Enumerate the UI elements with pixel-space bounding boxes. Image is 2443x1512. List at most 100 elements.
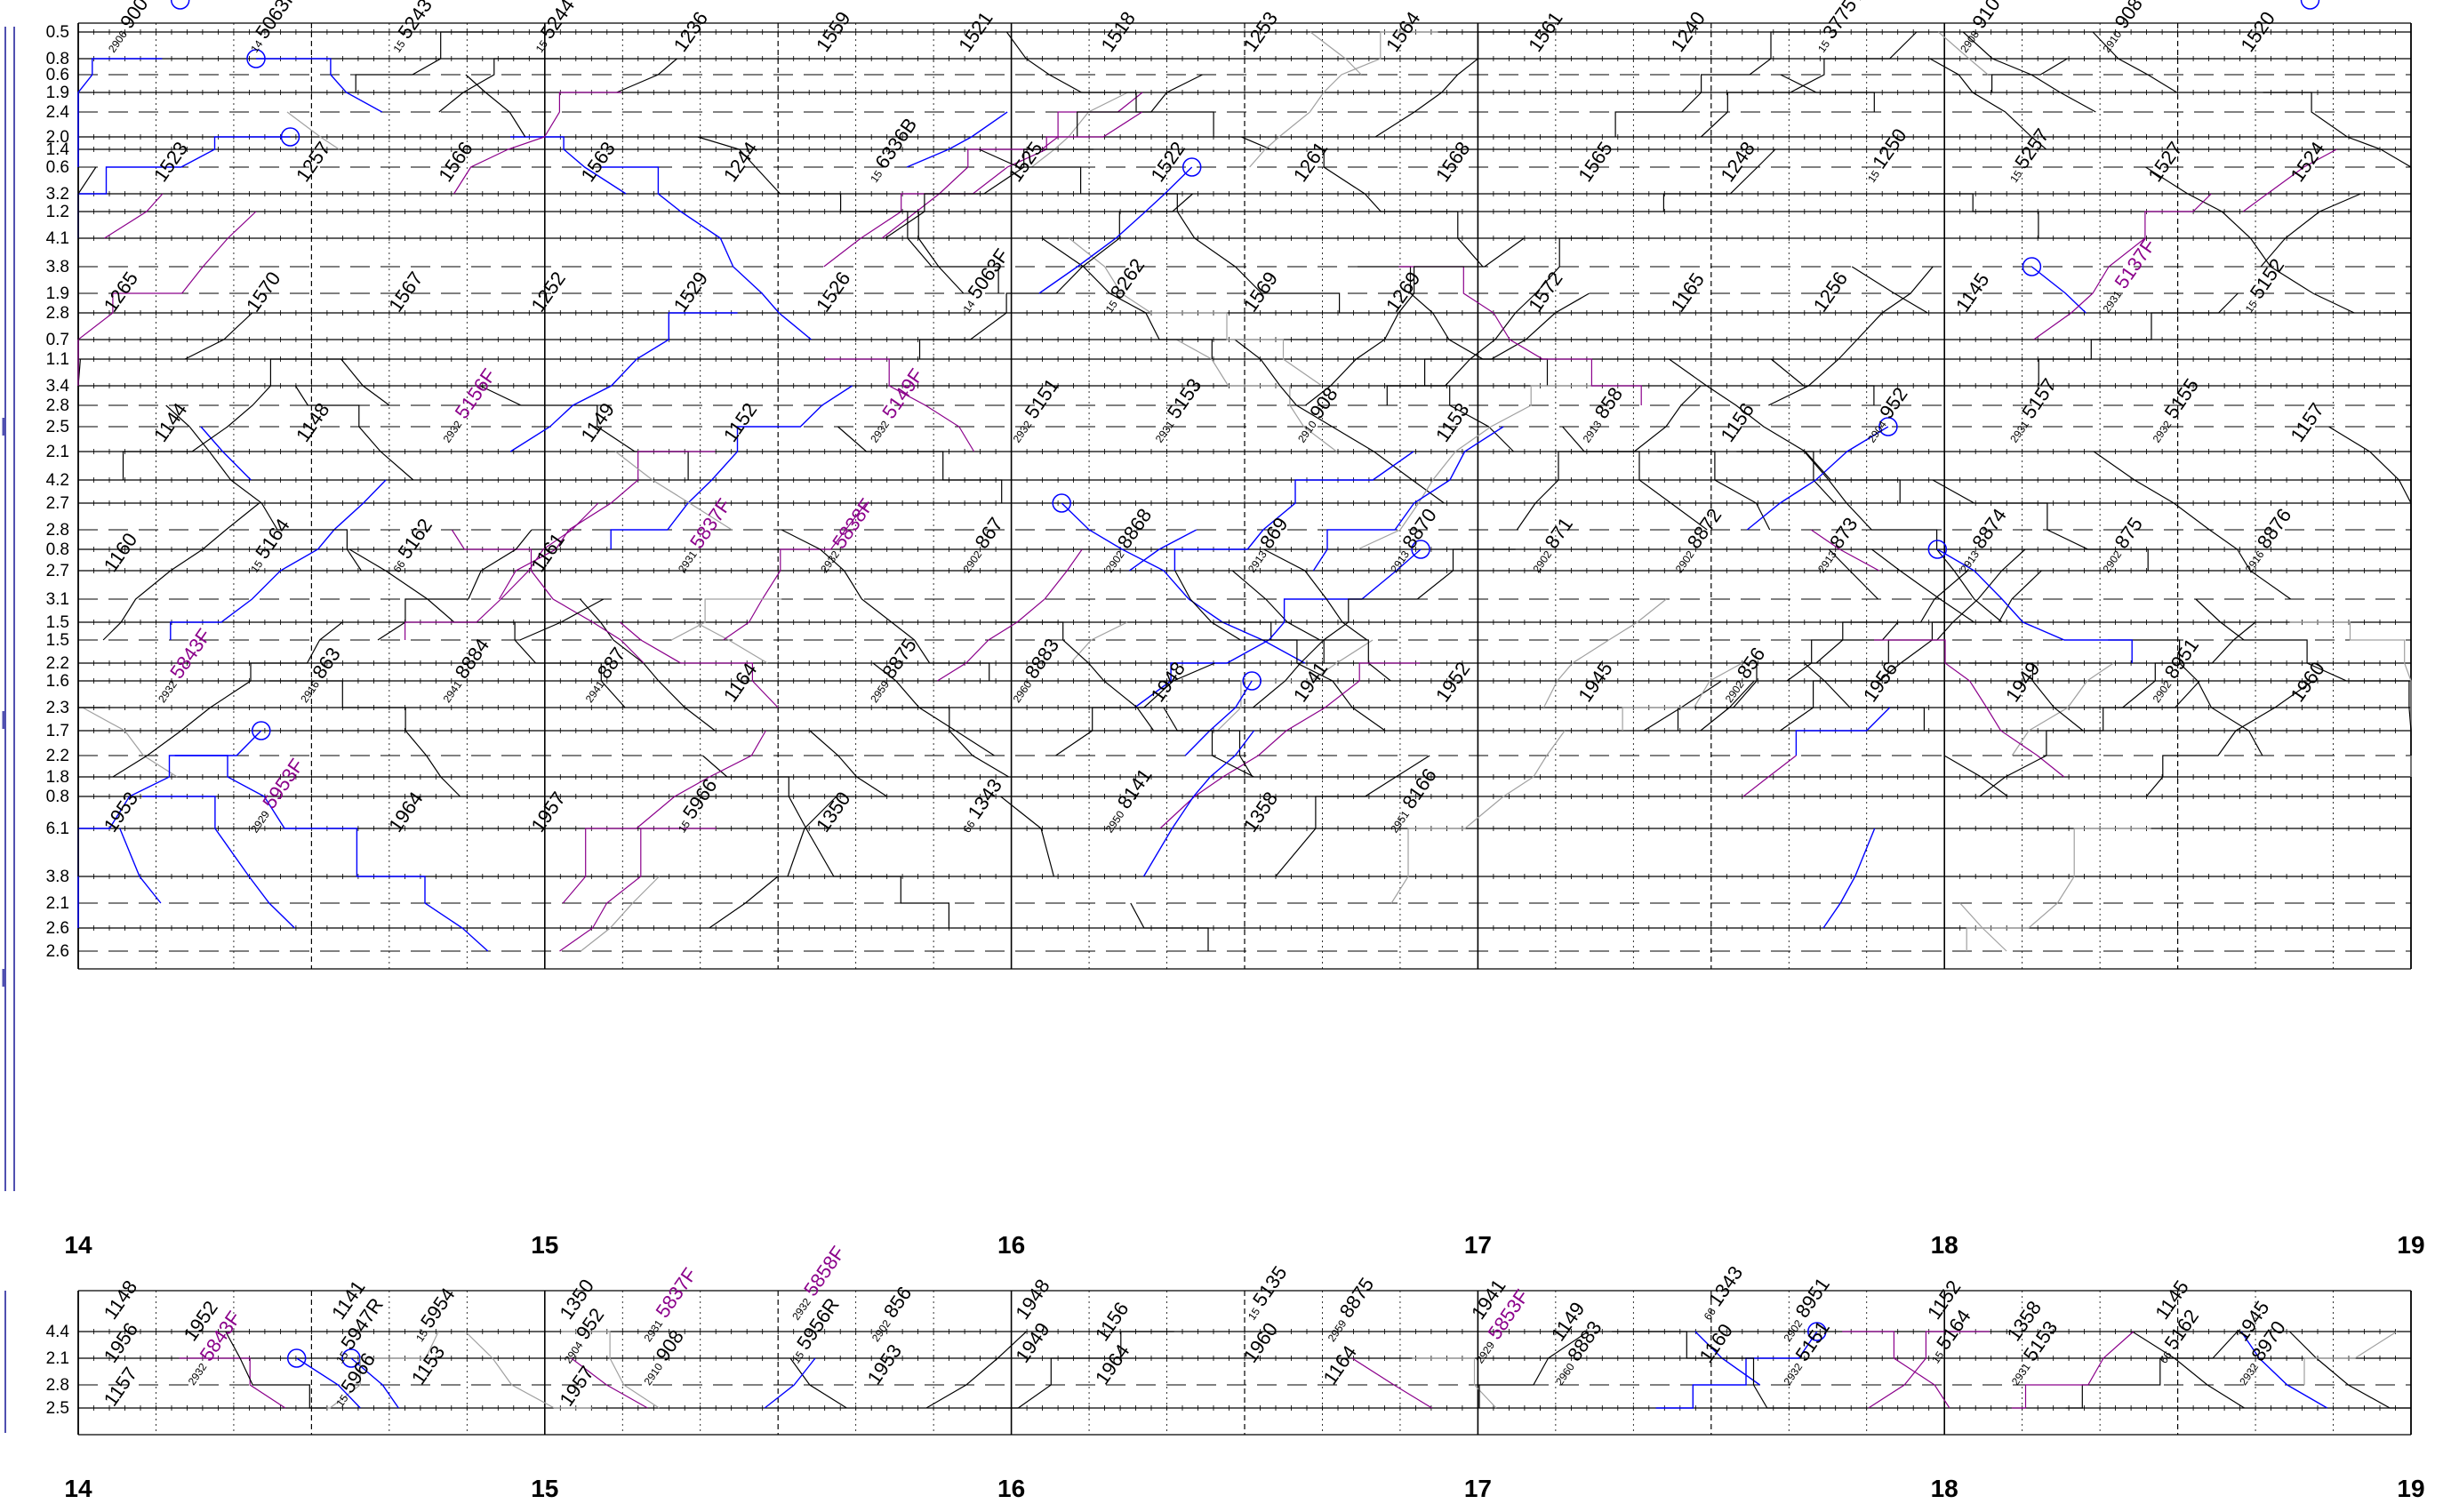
main-train-path bbox=[1979, 680, 2200, 797]
lower_chart.hour-label: 18 bbox=[1931, 1475, 1958, 1502]
main_chart.hour-label: 19 bbox=[2397, 1231, 2424, 1259]
main-train-path bbox=[1253, 548, 1516, 708]
lower_chart.station-label: 4.4 bbox=[46, 1323, 70, 1341]
lower-train-path bbox=[1612, 1331, 1808, 1409]
main-train-path bbox=[498, 451, 716, 600]
main-train-path bbox=[2108, 639, 2263, 756]
main_chart.station-label: 2.2 bbox=[46, 654, 69, 673]
main_chart.hour-label: 15 bbox=[531, 1231, 558, 1259]
main-train-path bbox=[1677, 570, 1968, 731]
main-train-path bbox=[2011, 662, 2114, 756]
main-train-path bbox=[1966, 828, 2151, 951]
main-train-path bbox=[1968, 662, 2084, 732]
main_chart.station-label: 0.8 bbox=[46, 540, 69, 559]
main-train-path bbox=[2093, 451, 2292, 600]
main_chart.station-label: 2.5 bbox=[46, 418, 69, 436]
main-train-path bbox=[1103, 193, 1341, 313]
main_chart.station-label: 0.6 bbox=[46, 158, 69, 177]
main_chart.station-label: 2.4 bbox=[46, 103, 70, 122]
main_chart.station-label: 3.2 bbox=[46, 185, 69, 204]
main-train-path bbox=[2092, 31, 2178, 93]
main-train-path bbox=[268, 680, 461, 797]
lower-train-path bbox=[561, 1331, 660, 1409]
main-train-path bbox=[453, 92, 621, 195]
lower-crossing-circle bbox=[1807, 1322, 1827, 1341]
lower-train-path bbox=[2303, 1331, 2398, 1385]
main_chart.station-label: 1.6 bbox=[46, 672, 69, 691]
main-train-path bbox=[937, 548, 1083, 682]
main-train-path bbox=[723, 502, 867, 641]
main_chart.hour-label: 17 bbox=[1464, 1231, 1492, 1259]
main-train-path bbox=[1069, 621, 1128, 664]
main-train-path bbox=[1929, 58, 2047, 150]
main-train-path bbox=[1357, 385, 1603, 550]
main-train-path bbox=[1874, 639, 2065, 778]
lower-train-path bbox=[571, 1357, 648, 1409]
main_chart.station-label: 6.1 bbox=[46, 820, 69, 838]
main_chart.station-label: 0.5 bbox=[46, 23, 69, 42]
main-train-path bbox=[82, 707, 178, 778]
main-train-path bbox=[1622, 662, 1742, 731]
main-train-path bbox=[1542, 598, 1667, 708]
lower-train-path bbox=[764, 1357, 816, 1409]
main-train-path bbox=[1742, 755, 1797, 797]
main-train-path bbox=[2122, 621, 2256, 708]
main-train-path bbox=[1398, 266, 1642, 405]
main-crossing-circle bbox=[2022, 257, 2042, 276]
main_chart.station-label: 1.1 bbox=[46, 350, 69, 369]
main-train-path bbox=[509, 312, 738, 452]
main-train-path bbox=[102, 502, 260, 641]
main-train-path bbox=[2328, 426, 2412, 549]
main-train-path bbox=[1173, 451, 1414, 571]
lower-crossing-circle bbox=[2300, 0, 2320, 10]
main-train-path bbox=[404, 502, 599, 640]
main-train-path bbox=[562, 730, 766, 904]
main-train-path bbox=[1038, 166, 1193, 294]
main-train-path bbox=[616, 58, 677, 93]
main-crossing-circle bbox=[246, 49, 266, 68]
main-train-path bbox=[2038, 292, 2239, 386]
main-train-path bbox=[170, 479, 387, 640]
main-train-path bbox=[519, 598, 605, 641]
main-train-path bbox=[1700, 680, 1755, 732]
main-chart-train-lines bbox=[77, 31, 2412, 952]
main-train-path bbox=[1804, 662, 1925, 731]
main-train-path bbox=[1386, 237, 1610, 405]
main-train-path bbox=[702, 755, 949, 928]
main-train-path bbox=[1991, 58, 2068, 92]
main-train-path bbox=[1897, 193, 2039, 238]
lower-train-path bbox=[225, 1331, 327, 1409]
main_chart.station-label: 1.2 bbox=[46, 203, 69, 221]
main-train-path bbox=[184, 312, 253, 360]
main-crossing-circle bbox=[1242, 671, 1262, 691]
main-station-ticks bbox=[77, 568, 2396, 573]
main-train-path bbox=[824, 358, 975, 452]
main-train-path bbox=[1142, 730, 1255, 877]
main-train-path bbox=[77, 707, 106, 876]
main-crossing-circle bbox=[1052, 493, 1071, 513]
main_chart.station-label: 0.8 bbox=[46, 50, 69, 68]
main_chart.station-label: 0.6 bbox=[46, 66, 69, 84]
lower-train-path bbox=[464, 1331, 592, 1409]
main-train-path bbox=[1275, 755, 1430, 877]
lower-train-path bbox=[315, 1331, 439, 1409]
main-train-path bbox=[837, 426, 1003, 503]
main-train-path bbox=[1657, 451, 1771, 531]
main-chart-hour-labels: 14 15 16 17 18 19 bbox=[64, 1231, 2424, 1259]
lower_chart.station-label: 2.5 bbox=[46, 1399, 69, 1418]
main-train-path bbox=[2242, 148, 2337, 212]
main-train-path bbox=[979, 148, 1082, 194]
main-train-path bbox=[104, 193, 164, 239]
main-train-path bbox=[122, 358, 347, 480]
lower-train-path bbox=[925, 1331, 1027, 1409]
main-crossing-circle bbox=[1927, 540, 1948, 559]
lower-train-path bbox=[2240, 1331, 2328, 1409]
left-section-markers bbox=[2, 27, 15, 1433]
main-train-path bbox=[1780, 74, 1875, 112]
main-train-path bbox=[165, 404, 362, 572]
main_chart.station-label: 1.4 bbox=[46, 140, 70, 159]
main-train-path bbox=[1614, 31, 1820, 137]
main-train-path bbox=[1562, 426, 1708, 531]
lower-chart-hour-labels: 14 15 16 17 18 19 bbox=[64, 1475, 2424, 1502]
main-train-path bbox=[620, 621, 779, 708]
